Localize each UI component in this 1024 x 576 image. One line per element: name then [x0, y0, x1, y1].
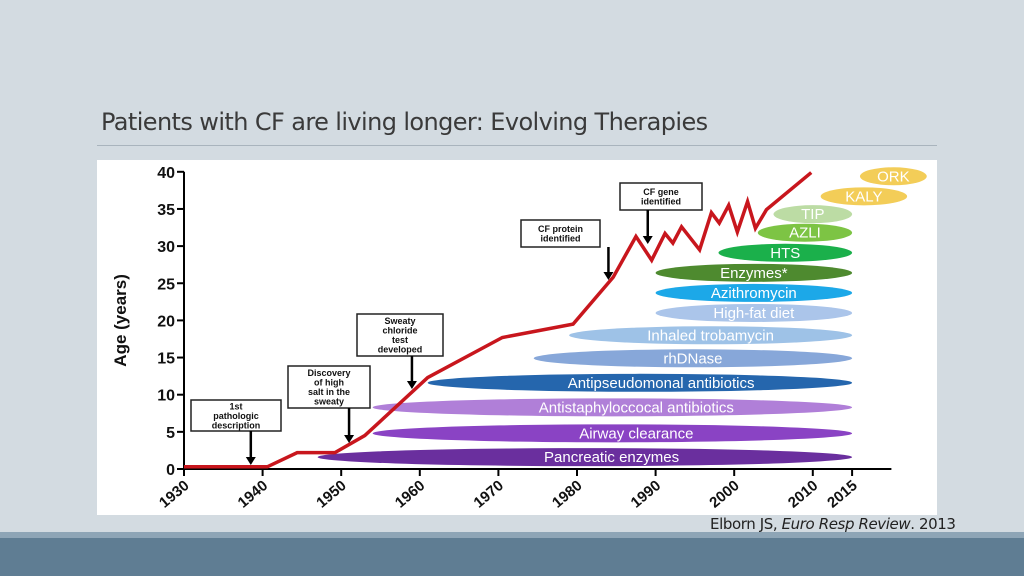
arrow-head-icon [245, 457, 256, 465]
x-tick-label: 1980 [549, 477, 585, 511]
therapy-label: KALY [845, 188, 882, 205]
footer-strip [0, 532, 1024, 538]
therapy-bar [569, 326, 853, 345]
therapy-bar [655, 263, 853, 282]
annotation-label: CF gene [643, 187, 679, 197]
footer-bar [0, 538, 1024, 576]
arrow-head-icon [642, 236, 653, 244]
survival-chart: Pancreatic enzymes Airway clearance Antist… [97, 160, 937, 515]
x-tick-label: 1990 [628, 477, 664, 511]
therapy-label: TIP [801, 206, 824, 223]
citation-journal: Euro Resp Review [781, 515, 911, 533]
annotation-label: identified [541, 234, 581, 244]
annotation-label: description [212, 420, 261, 430]
x-tick-label: 1970 [470, 477, 506, 511]
therapy-bar [317, 448, 853, 467]
survival-line [184, 171, 813, 469]
x-tick-label: 1930 [156, 477, 192, 511]
therapy-label: HTS [770, 245, 800, 262]
therapy-bar [427, 373, 853, 392]
arrow-head-icon [344, 435, 355, 443]
annotation-box [520, 219, 601, 248]
x-tick-label: 2015 [824, 477, 860, 511]
therapy-label: Enzymes* [720, 265, 788, 282]
annotation-box [190, 399, 282, 432]
annotation-label: Sweaty [384, 316, 415, 326]
therapy-label: Pancreatic enzymes [544, 449, 679, 466]
x-tick-label: 1940 [235, 477, 271, 511]
y-tick-label: 20 [157, 313, 175, 330]
x-tick-label: 1950 [313, 477, 349, 511]
citation-authors: Elborn JS, [710, 515, 782, 533]
therapy-bar [533, 349, 853, 368]
therapy-bar [655, 283, 853, 302]
annotation-label: developed [378, 345, 423, 355]
therapy-bar [773, 205, 853, 224]
y-tick-label: 35 [157, 202, 175, 219]
annotation-box [356, 313, 444, 357]
title-divider [97, 145, 937, 146]
annotation-label: chloride [382, 326, 417, 336]
therapy-label: ORK [877, 168, 910, 185]
y-tick-label: 15 [157, 351, 175, 368]
y-tick-label: 0 [166, 462, 175, 479]
therapy-bar [859, 167, 927, 186]
annotation-label: Discovery [307, 368, 350, 378]
annotation-label: test [392, 335, 408, 345]
slide-title: Patients with CF are living longer: Evol… [101, 108, 708, 136]
therapy-bar [372, 424, 853, 443]
therapy-bar [820, 187, 908, 206]
annotation-label: sweaty [314, 397, 344, 407]
arrow-head-icon [406, 381, 417, 389]
annotation-label: 1st [229, 401, 242, 411]
therapy-bar [757, 223, 853, 242]
therapy-label: Azithromycin [711, 285, 797, 302]
therapy-label: Antipseudomonal antibiotics [568, 375, 755, 392]
x-tick-label: 1960 [392, 477, 428, 511]
citation: Elborn JS, Euro Resp Review. 2013 [710, 515, 956, 533]
chart-svg: Pancreatic enzymes Airway clearance Antist… [111, 165, 927, 512]
annotation-box [287, 365, 371, 409]
annotation-label: identified [641, 197, 681, 207]
therapy-bar [718, 243, 853, 262]
therapy-bar [372, 398, 853, 417]
annotation-box [619, 182, 703, 211]
citation-year: . 2013 [910, 515, 956, 533]
x-tick-label: 2010 [785, 477, 821, 511]
arrow-head-icon [603, 272, 614, 280]
annotation-label: CF protein [538, 224, 583, 234]
y-tick-label: 5 [166, 425, 175, 442]
y-tick-label: 25 [157, 276, 175, 293]
therapy-label: Inhaled trobamycin [647, 327, 774, 344]
therapy-label: rhDNase [663, 350, 722, 367]
therapy-label: AZLI [789, 225, 821, 242]
therapy-label: Antistaphyloccocal antibiotics [539, 399, 734, 416]
annotation-label: pathologic [213, 411, 259, 421]
y-tick-label: 40 [157, 165, 175, 182]
y-tick-label: 30 [157, 239, 175, 256]
therapy-bar [655, 303, 853, 322]
therapy-label: High-fat diet [713, 305, 795, 322]
y-axis-label: Age (years) [111, 274, 130, 367]
x-tick-label: 2000 [706, 477, 742, 511]
annotation-label: of high [314, 378, 344, 388]
annotation-label: salt in the [308, 387, 350, 397]
therapy-label: Airway clearance [579, 425, 693, 442]
y-tick-label: 10 [157, 388, 175, 405]
